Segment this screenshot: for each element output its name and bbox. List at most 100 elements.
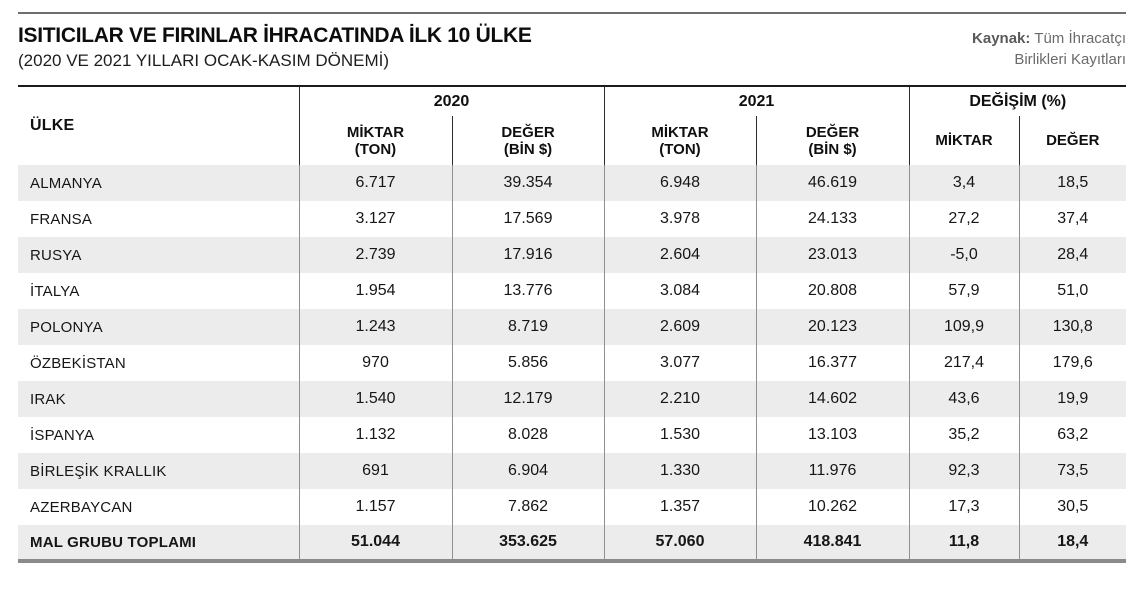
value-cell: 35,2 [908,417,1019,453]
total-value-cell: 418.841 [755,525,909,561]
value-cell: 3,4 [908,165,1019,201]
value-cell: 5.856 [451,345,604,381]
group-header-change: DEĞİŞİM (%) [908,86,1127,116]
value-cell: 17,3 [908,489,1019,525]
value-cell: 6.904 [451,453,604,489]
value-cell: 37,4 [1018,201,1127,237]
value-cell: 73,5 [1018,453,1127,489]
table-row: İTALYA 1.954 13.776 3.084 20.808 57,9 51… [18,273,1127,309]
table-row: IRAK 1.540 12.179 2.210 14.602 43,6 19,9 [18,381,1127,417]
source-label: Kaynak: [972,30,1031,47]
value-cell: 11.976 [755,453,909,489]
title-block: ISITICILAR VE FIRINLAR İHRACATINDA İLK 1… [18,23,532,72]
table-row: BİRLEŞİK KRALLIK 691 6.904 1.330 11.976 … [18,453,1127,489]
country-cell: FRANSA [30,210,93,228]
table-row: FRANSA 3.127 17.569 3.978 24.133 27,2 37… [18,201,1127,237]
table-row: ALMANYA 6.717 39.354 6.948 46.619 3,4 18… [18,165,1127,201]
value-cell: -5,0 [908,237,1019,273]
value-cell: 10.262 [755,489,909,525]
value-cell: 3.978 [603,201,756,237]
total-value-cell: 51.044 [298,525,452,561]
value-cell: 43,6 [908,381,1019,417]
infographic-page: ISITICILAR VE FIRINLAR İHRACATINDA İLK 1… [0,12,1144,563]
country-cell: IRAK [30,390,66,408]
total-value-cell: 11,8 [908,525,1019,561]
total-row: MAL GRUBU TOPLAMI 51.044 353.625 57.060 … [18,525,1127,561]
value-cell: 16.377 [755,345,909,381]
value-cell: 8.028 [451,417,604,453]
page-title: ISITICILAR VE FIRINLAR İHRACATINDA İLK 1… [18,24,532,47]
source-text-1: Tüm İhracatçı [1034,30,1126,47]
value-cell: 970 [298,345,452,381]
export-data-table: ÜLKE 2020 2021 DEĞİŞİM (%) MİKTAR (TON) D… [18,85,1127,563]
total-value-cell: 353.625 [451,525,604,561]
value-cell: 19,9 [1018,381,1127,417]
value-cell: 20.808 [755,273,909,309]
value-cell: 13.103 [755,417,909,453]
value-cell: 691 [298,453,452,489]
value-cell: 92,3 [908,453,1019,489]
value-cell: 27,2 [908,201,1019,237]
value-cell: 1.357 [603,489,756,525]
value-cell: 109,9 [908,309,1019,345]
source-line-2: Birlikleri Kayıtları [1014,51,1126,68]
value-cell: 3.077 [603,345,756,381]
value-cell: 6.717 [298,165,452,201]
value-cell: 130,8 [1018,309,1127,345]
country-cell: İTALYA [30,282,80,300]
value-cell: 39.354 [451,165,604,201]
value-cell: 2.210 [603,381,756,417]
value-cell: 1.330 [603,453,756,489]
value-cell: 30,5 [1018,489,1127,525]
value-cell: 8.719 [451,309,604,345]
value-cell: 3.084 [603,273,756,309]
top-rule [18,12,1126,14]
value-cell: 12.179 [451,381,604,417]
table-row: ÖZBEKİSTAN 970 5.856 3.077 16.377 217,4 … [18,345,1127,381]
country-cell: ÖZBEKİSTAN [30,354,126,372]
value-cell: 2.604 [603,237,756,273]
group-header-2021: 2021 [603,86,909,116]
value-cell: 1.157 [298,489,452,525]
value-cell: 23.013 [755,237,909,273]
country-cell: BİRLEŞİK KRALLIK [30,462,167,480]
value-cell: 51,0 [1018,273,1127,309]
column-header-2021-value: DEĞER (BİN $) [755,116,909,165]
column-header-change-value: DEĞER [1018,116,1127,165]
value-cell: 28,4 [1018,237,1127,273]
total-value-cell: 18,4 [1018,525,1127,561]
table-body: ALMANYA 6.717 39.354 6.948 46.619 3,4 18… [18,165,1127,525]
table-footer: MAL GRUBU TOPLAMI 51.044 353.625 57.060 … [18,525,1127,561]
masthead: ISITICILAR VE FIRINLAR İHRACATINDA İLK 1… [18,23,1126,72]
country-cell: ALMANYA [30,174,102,192]
column-header-2020-amount: MİKTAR (TON) [298,116,452,165]
total-value-cell: 57.060 [603,525,756,561]
column-header-change-amount: MİKTAR [908,116,1019,165]
table-header: ÜLKE 2020 2021 DEĞİŞİM (%) MİKTAR (TON) D… [18,86,1127,165]
value-cell: 20.123 [755,309,909,345]
value-cell: 1.540 [298,381,452,417]
value-cell: 57,9 [908,273,1019,309]
table-row: İSPANYA 1.132 8.028 1.530 13.103 35,2 63… [18,417,1127,453]
value-cell: 1.530 [603,417,756,453]
column-header-2021-amount: MİKTAR (TON) [603,116,756,165]
value-cell: 13.776 [451,273,604,309]
value-cell: 14.602 [755,381,909,417]
value-cell: 18,5 [1018,165,1127,201]
country-cell: RUSYA [30,246,82,264]
value-cell: 1.243 [298,309,452,345]
value-cell: 179,6 [1018,345,1127,381]
value-cell: 1.954 [298,273,452,309]
source-note: Kaynak: Tüm İhracatçı Birlikleri Kayıtla… [972,23,1126,70]
column-header-country: ÜLKE [30,117,75,134]
value-cell: 6.948 [603,165,756,201]
value-cell: 46.619 [755,165,909,201]
group-header-2020: 2020 [298,86,604,116]
page-subtitle: (2020 VE 2021 YILLARI OCAK-KASIM DÖNEMİ) [18,51,389,70]
value-cell: 7.862 [451,489,604,525]
value-cell: 24.133 [755,201,909,237]
table-row: RUSYA 2.739 17.916 2.604 23.013 -5,0 28,… [18,237,1127,273]
total-label-cell: MAL GRUBU TOPLAMI [30,533,197,551]
table-row: AZERBAYCAN 1.157 7.862 1.357 10.262 17,3… [18,489,1127,525]
value-cell: 217,4 [908,345,1019,381]
